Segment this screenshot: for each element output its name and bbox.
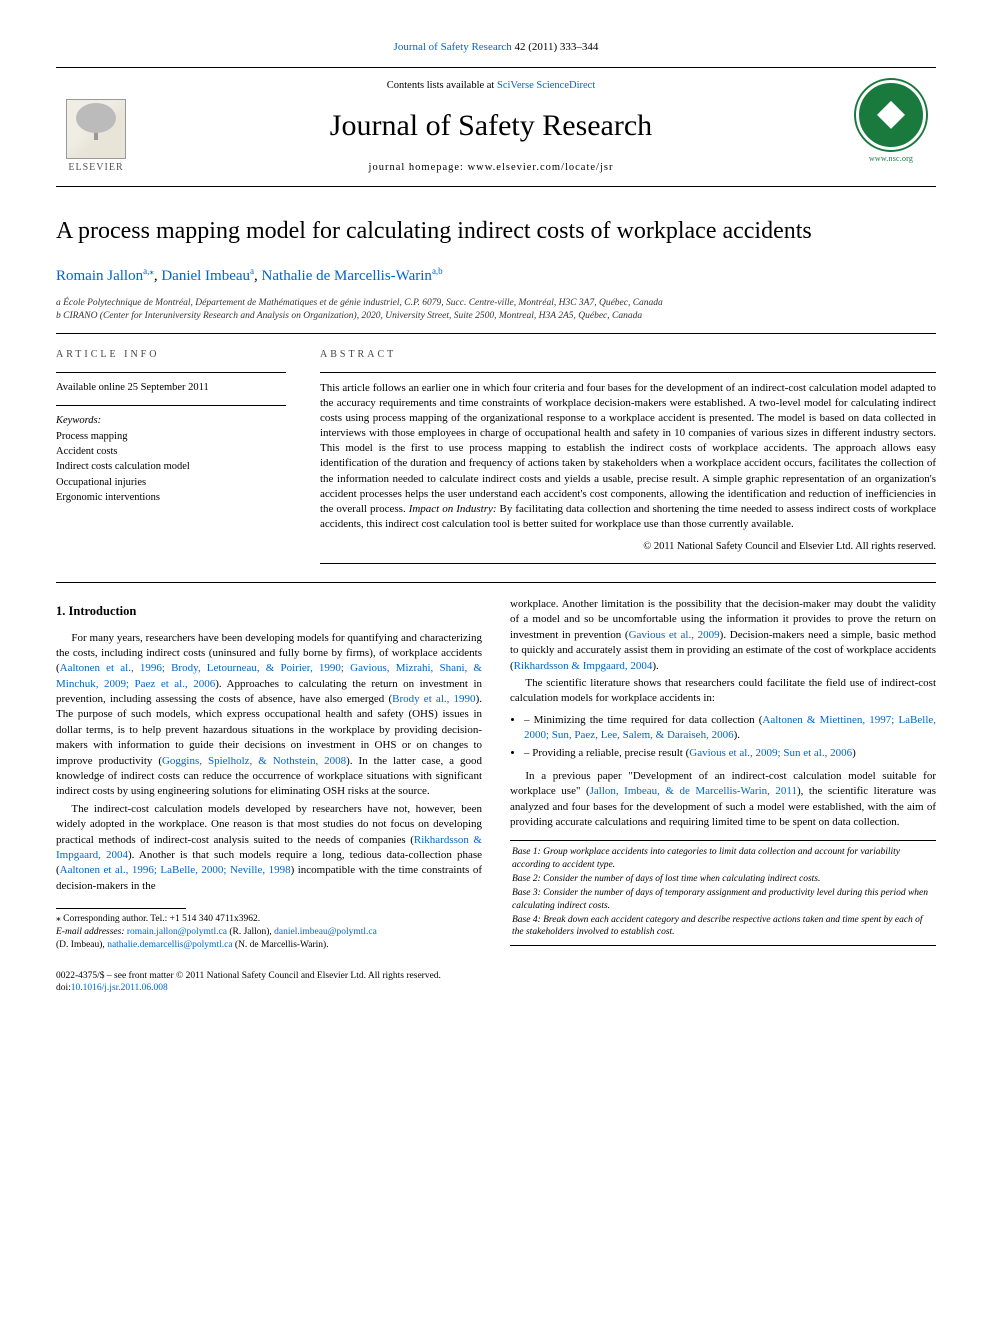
author-line: Romain Jallona,⁎, Daniel Imbeaua, Nathal… — [56, 265, 936, 287]
list-item: – Minimizing the time required for data … — [524, 713, 936, 744]
journal-reference-line: Journal of Safety Research 42 (2011) 333… — [56, 40, 936, 55]
citation-link[interactable]: Goggins, Spielholz, & Nothstein, 2008 — [162, 755, 346, 767]
email-name: (D. Imbeau), — [56, 940, 107, 950]
abstract-body-pre: This article follows an earlier one in w… — [320, 382, 936, 515]
bottom-meta: 0022-4375/$ – see front matter © 2011 Na… — [56, 970, 936, 996]
email-name: (N. de Marcellis-Warin). — [233, 940, 329, 950]
body-columns: 1. Introduction For many years, research… — [56, 597, 936, 952]
nsc-logo: www.nsc.org — [846, 80, 936, 175]
divider — [56, 372, 286, 373]
homepage-url: www.elsevier.com/locate/jsr — [468, 162, 614, 173]
email-link[interactable]: daniel.imbeau@polymtl.ca — [274, 927, 377, 937]
body-text: ). — [734, 729, 740, 741]
email-label: E-mail addresses: — [56, 927, 127, 937]
email-link[interactable]: nathalie.demarcellis@polymtl.ca — [107, 940, 232, 950]
body-text: Minimizing the time required for data co… — [534, 714, 763, 726]
body-text: ) — [852, 747, 856, 759]
footnotes: ⁎ Corresponding author. Tel.: +1 514 340… — [56, 913, 482, 951]
impact-label: Impact on Industry: — [409, 503, 497, 515]
journal-homepage-line: journal homepage: www.elsevier.com/locat… — [136, 161, 846, 176]
citation-link[interactable]: Jallon, Imbeau, & de Marcellis-Warin, 20… — [590, 785, 797, 797]
author-sep: , — [254, 268, 262, 284]
email-addresses: E-mail addresses: romain.jallon@polymtl.… — [56, 926, 482, 952]
divider — [320, 372, 936, 373]
citation-link[interactable]: Aaltonen et al., 1996; LaBelle, 2000; Ne… — [60, 864, 291, 876]
abstract-block: ABSTRACT This article follows an earlier… — [320, 348, 936, 572]
abstract-text: This article follows an earlier one in w… — [320, 381, 936, 533]
elsevier-logo: ELSEVIER — [56, 80, 136, 175]
abstract-copyright: © 2011 National Safety Council and Elsev… — [320, 540, 936, 555]
page-root: Journal of Safety Research 42 (2011) 333… — [0, 0, 992, 1025]
citation-link[interactable]: Gavious et al., 2009 — [629, 629, 720, 641]
article-info-block: ARTICLE INFO Available online 25 Septemb… — [56, 348, 286, 572]
elsevier-wordmark: ELSEVIER — [68, 161, 123, 175]
affiliation-a: a École Polytechnique de Montréal, Dépar… — [56, 297, 936, 310]
body-text: ). — [652, 660, 658, 672]
affiliations: a École Polytechnique de Montréal, Dépar… — [56, 297, 936, 323]
doi-prefix: doi: — [56, 983, 71, 993]
contents-prefix: Contents lists available at — [387, 80, 497, 91]
doi-line: doi:10.1016/j.jsr.2011.06.008 — [56, 982, 936, 995]
front-matter-line: 0022-4375/$ – see front matter © 2011 Na… — [56, 970, 936, 983]
citation-link[interactable]: Gavious et al., 2009; Sun et al., 2006 — [689, 747, 852, 759]
list-item: – Providing a reliable, precise result (… — [524, 746, 936, 761]
corresponding-author-note: ⁎ Corresponding author. Tel.: +1 514 340… — [56, 913, 482, 926]
body-paragraph: workplace. Another limitation is the pos… — [510, 597, 936, 674]
author-1-link[interactable]: Romain Jallon — [56, 268, 143, 284]
bullet-list: – Minimizing the time required for data … — [524, 713, 936, 761]
base-item: Base 3: Consider the number of days of t… — [512, 887, 934, 913]
doi-link[interactable]: 10.1016/j.jsr.2011.06.008 — [71, 983, 168, 993]
body-paragraph: In a previous paper "Development of an i… — [510, 769, 936, 831]
nsc-badge-icon — [856, 80, 926, 150]
citation-link[interactable]: Rikhardsson & Impgaard, 2004 — [514, 660, 653, 672]
divider — [56, 333, 936, 334]
email-link[interactable]: romain.jallon@polymtl.ca — [127, 927, 227, 937]
body-text: Providing a reliable, precise result ( — [532, 747, 689, 759]
email-name: (R. Jallon), — [227, 927, 274, 937]
footnote-rule — [56, 908, 186, 909]
info-abstract-row: ARTICLE INFO Available online 25 Septemb… — [56, 348, 936, 572]
keyword: Accident costs — [56, 444, 286, 459]
base-item: Base 1: Group workplace accidents into c… — [512, 846, 934, 872]
keyword: Occupational injuries — [56, 475, 286, 490]
author-2-link[interactable]: Daniel Imbeau — [161, 268, 250, 284]
journal-ref-tail: 42 (2011) 333–344 — [512, 41, 599, 53]
body-paragraph: The scientific literature shows that res… — [510, 676, 936, 707]
nsc-url: www.nsc.org — [869, 153, 913, 164]
divider — [56, 405, 286, 406]
homepage-prefix: journal homepage: — [369, 162, 468, 173]
base-item: Base 2: Consider the number of days of l… — [512, 873, 934, 886]
divider — [56, 582, 936, 583]
masthead-center: Contents lists available at SciVerse Sci… — [136, 79, 846, 176]
keyword: Ergonomic interventions — [56, 490, 286, 505]
sciencedirect-link[interactable]: SciVerse ScienceDirect — [497, 80, 595, 91]
citation-link[interactable]: Brody et al., 1990 — [392, 693, 475, 705]
divider — [320, 563, 936, 564]
contents-line: Contents lists available at SciVerse Sci… — [136, 79, 846, 94]
affiliation-b: b CIRANO (Center for Interuniversity Res… — [56, 310, 936, 323]
keyword: Indirect costs calculation model — [56, 459, 286, 474]
left-col-footer: ⁎ Corresponding author. Tel.: +1 514 340… — [56, 908, 482, 951]
keyword: Process mapping — [56, 429, 286, 444]
keywords-heading: Keywords: — [56, 414, 286, 429]
body-paragraph: The indirect-cost calculation models dev… — [56, 802, 482, 894]
author-3-link[interactable]: Nathalie de Marcellis-Warin — [262, 268, 432, 284]
journal-title: Journal of Safety Research — [136, 105, 846, 147]
article-info-label: ARTICLE INFO — [56, 348, 286, 362]
journal-ref-link[interactable]: Journal of Safety Research — [394, 41, 512, 53]
article-title: A process mapping model for calculating … — [56, 215, 936, 249]
base-item: Base 4: Break down each accident categor… — [512, 914, 934, 940]
masthead: ELSEVIER Contents lists available at Sci… — [56, 67, 936, 187]
body-paragraph: For many years, researchers have been de… — [56, 631, 482, 800]
keywords-list: Process mapping Accident costs Indirect … — [56, 429, 286, 505]
abstract-label: ABSTRACT — [320, 348, 936, 362]
bases-box: Base 1: Group workplace accidents into c… — [510, 840, 936, 946]
section-heading-introduction: 1. Introduction — [56, 603, 482, 621]
article-history: Available online 25 September 2011 — [56, 381, 286, 396]
elsevier-tree-icon — [66, 99, 126, 159]
author-3-affil: a,b — [432, 266, 443, 276]
